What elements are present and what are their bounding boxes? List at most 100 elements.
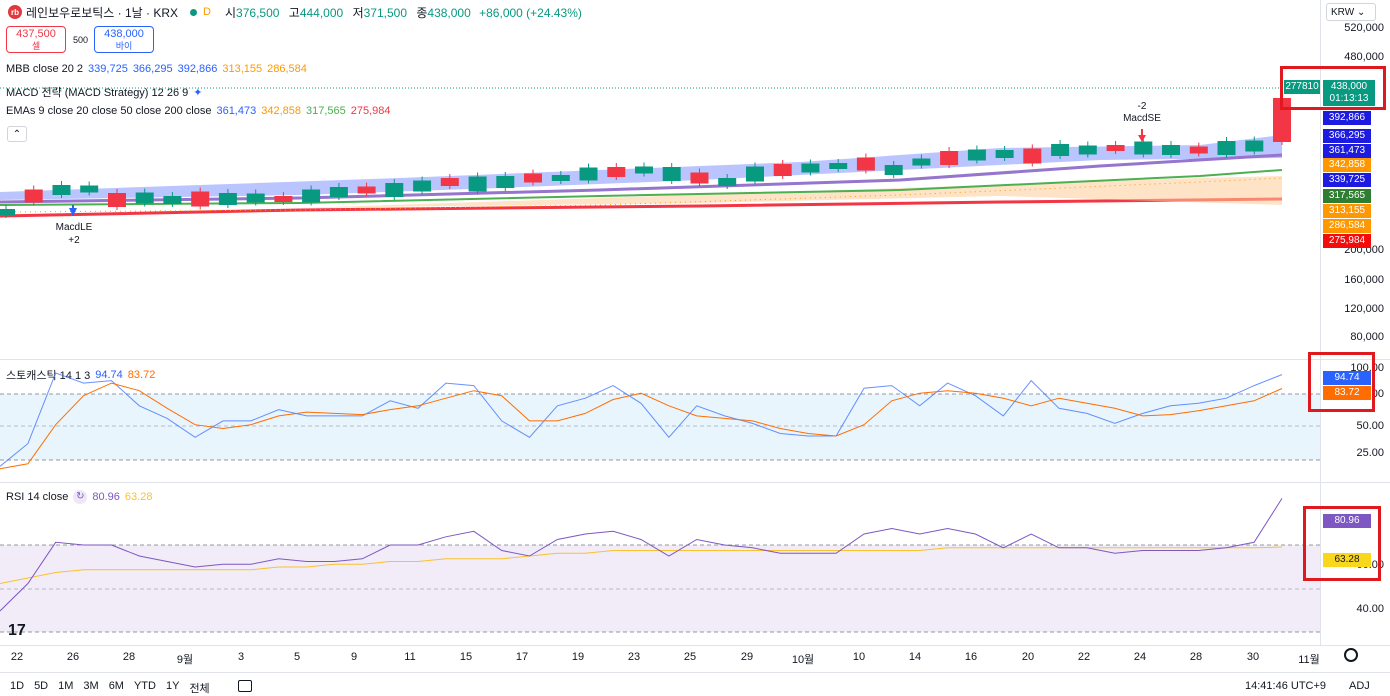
collapse-legend-button[interactable]: ⌃ [7,126,27,142]
stoch-axis-label: 25.00 [1356,447,1384,459]
x-axis-label: 28 [1189,651,1203,663]
x-axis-label: 17 [515,651,529,663]
long-entry-arrow-icon [69,205,77,216]
price-axis-label: 480,000 [1344,51,1384,63]
price-axis-label: 120,000 [1344,303,1384,315]
currency-selector[interactable]: KRW ⌄ [1326,3,1376,21]
stoch-k-tag: 94.74 [1323,371,1371,385]
range-button[interactable]: YTD [133,680,156,692]
range-selector: 1D 5D 1M 3M 6M YTD 1Y 전체 [10,680,210,696]
bb-low2-tag: 286,584 [1323,219,1371,233]
stochastic-chart[interactable] [0,360,1320,482]
stoch-legend[interactable]: 스토캐스틱 14 1 3 94.74 83.72 [6,369,156,382]
x-axis-label: 11 [404,651,416,663]
rsi-legend[interactable]: RSI 14 close ↻ 80.96 63.28 [6,490,153,504]
ema9-tag: 361,473 [1323,144,1371,158]
rsi-ma-tag: 63.28 [1323,553,1371,567]
clock-display[interactable]: 14:41:46 UTC+9 [1245,680,1327,692]
stoch-k-line [0,372,1283,467]
x-axis-label: 19 [571,651,585,663]
ema-dotted-line [0,177,1283,213]
x-axis-label: 30 [1246,651,1260,663]
chevron-down-icon: ⌄ [1356,7,1366,18]
range-button[interactable]: 전체 [189,683,210,695]
candles-group [0,94,1291,218]
x-axis-label: 29 [740,651,754,663]
range-button[interactable]: 1Y [165,680,180,692]
symbol-title[interactable]: 레인보우로보틱스 · 1날 · KRX [26,5,179,20]
range-button[interactable]: 6M [108,680,124,692]
pane-divider[interactable] [0,359,1390,360]
pane-divider[interactable] [0,482,1390,483]
x-axis-label: 10 [852,651,866,663]
x-axis-label: 16 [964,651,978,663]
interval-badge: D [203,6,211,18]
rsi-axis-label: 40.00 [1356,603,1384,615]
x-axis-label: 5 [293,651,301,663]
bb-lower-tag: 313,155 [1323,204,1371,218]
rsi-line [0,498,1283,612]
ema50-line [0,169,1283,206]
x-axis-label: 3 [237,651,245,663]
refresh-icon[interactable]: ↻ [73,490,88,504]
mbb-legend[interactable]: MBB close 20 2 339,725 366,295 392,866 3… [6,63,307,75]
range-button[interactable]: 1M [58,680,74,692]
price-axis-label: 520,000 [1344,22,1384,34]
symbol-header: rb 레인보우로보틱스 · 1날 · KRX D 시376,500 고444,0… [8,4,582,20]
macd-legend[interactable]: MACD 전략 (MACD Strategy) 12 26 9 ✦ [6,86,203,100]
x-axis-label: 24 [1133,651,1147,663]
rsi-chart[interactable]: 17 [0,483,1320,643]
x-axis-label: 26 [66,651,80,663]
ema50-tag: 317,565 [1323,189,1371,203]
time-axis[interactable] [0,645,1390,667]
ema20-tag: 342,858 [1323,158,1371,172]
price-axis-label: 160,000 [1344,274,1384,286]
candle [0,209,15,215]
x-axis-label: 28 [122,651,136,663]
sparkle-icon[interactable]: ✦ [193,86,203,99]
rsi-tag: 80.96 [1323,514,1371,528]
emas-legend[interactable]: EMAs 9 close 20 close 50 close 200 close… [6,105,391,117]
buy-button[interactable]: 438,000 바이 [94,26,154,53]
market-open-icon [190,8,198,16]
x-axis-label: 9월 [176,654,194,666]
stoch-d-line [0,382,1283,470]
short-entry-arrow-icon [1138,129,1146,142]
x-axis-label: 15 [459,651,473,663]
x-axis-label: 25 [683,651,697,663]
sell-button[interactable]: 437,500 셀 [6,26,66,53]
tradingview-logo-icon[interactable]: 17 [8,622,26,639]
axis-divider [1320,0,1321,645]
ohlc-values: 시376,500 고444,000 저371,500 종438,000 +86,… [225,5,582,20]
range-button[interactable]: 3M [83,680,99,692]
x-axis-label: 10월 [791,654,815,666]
bb-mid-tag: 366,295 [1323,129,1371,143]
long-entry-qty: +2 [68,235,80,246]
short-entry-qty: -2 [1138,101,1147,112]
adjust-toggle[interactable]: ADJ [1349,680,1370,692]
company-logo: rb [8,5,22,19]
range-button[interactable]: 1D [10,680,25,692]
bb-upper-band [0,135,1282,200]
highlight-price-tag [1280,66,1386,110]
highlight-rsi-tag [1303,506,1381,581]
x-axis-label: 14 [908,651,922,663]
countdown-tag: 277810 [1284,80,1320,94]
x-axis-label: 20 [1021,651,1035,663]
date-range-calendar-icon[interactable] [238,680,252,692]
price-axis-label: 80,000 [1350,331,1384,343]
x-axis-label: 9 [350,651,358,663]
bb-lower-band [0,176,1282,212]
range-button[interactable]: 5D [34,680,49,692]
price-chart[interactable]: MacdLE +2 -2 MacdSE [0,0,1320,360]
settings-gear-icon[interactable] [1344,648,1358,662]
short-entry-label: MacdSE [1123,113,1161,124]
highlight-stoch-tag [1308,352,1375,412]
bb-basis-tag: 339,725 [1323,173,1371,187]
x-axis-label: 22 [1077,651,1091,663]
bb-upper-tag: 392,866 [1323,111,1371,125]
x-axis-label: 22 [10,651,24,663]
last-price-tag: 438,000 01:13:13 [1323,80,1375,106]
ema200-tag: 275,984 [1323,234,1371,248]
bottom-toolbar-divider [0,672,1390,673]
